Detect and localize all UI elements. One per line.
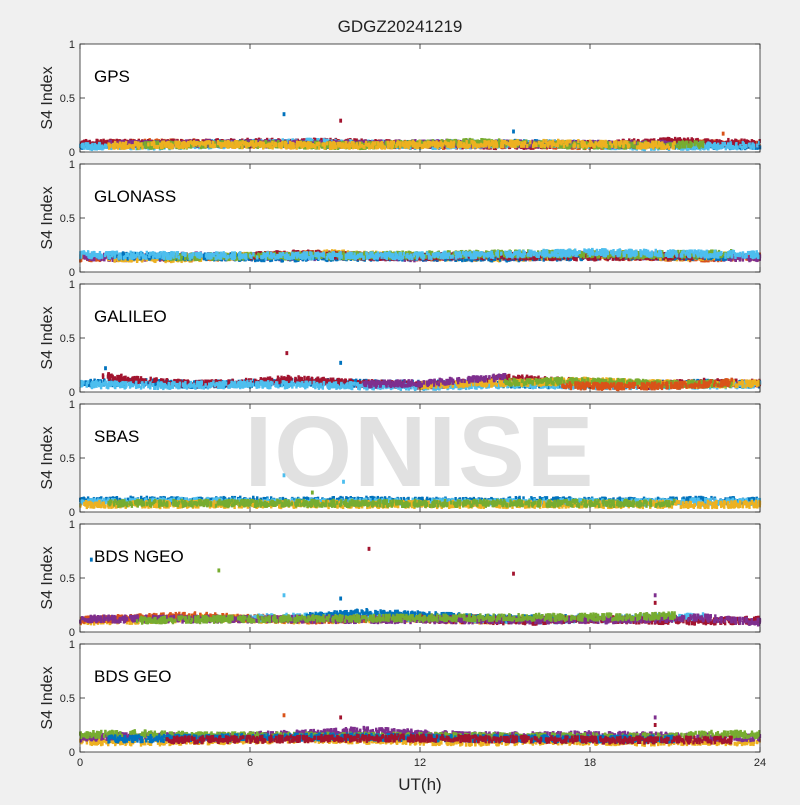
data-point: [751, 144, 753, 148]
data-point: [82, 143, 84, 147]
data-point: [736, 145, 738, 149]
data-point: [744, 145, 746, 149]
data-point: [91, 147, 93, 151]
data-point: [721, 145, 723, 149]
data-point: [725, 146, 727, 150]
data-point: [91, 143, 93, 147]
data-point: [694, 146, 696, 150]
data-point: [734, 146, 736, 150]
data-point: [739, 144, 741, 148]
data-point: [131, 140, 133, 144]
data-point: [104, 144, 106, 148]
data-point: [724, 142, 726, 146]
data-point: [128, 140, 130, 144]
data-point: [101, 144, 103, 148]
figure-title: GDGZ20241219: [0, 17, 800, 37]
data-point: [709, 142, 711, 146]
data-point: [95, 144, 97, 148]
data-point: [713, 144, 715, 148]
data-point: [323, 138, 325, 142]
axes-background: [80, 44, 760, 152]
data-point: [729, 143, 731, 147]
data-point: [87, 142, 89, 146]
data-point: [718, 145, 720, 149]
data-point: [98, 143, 100, 147]
